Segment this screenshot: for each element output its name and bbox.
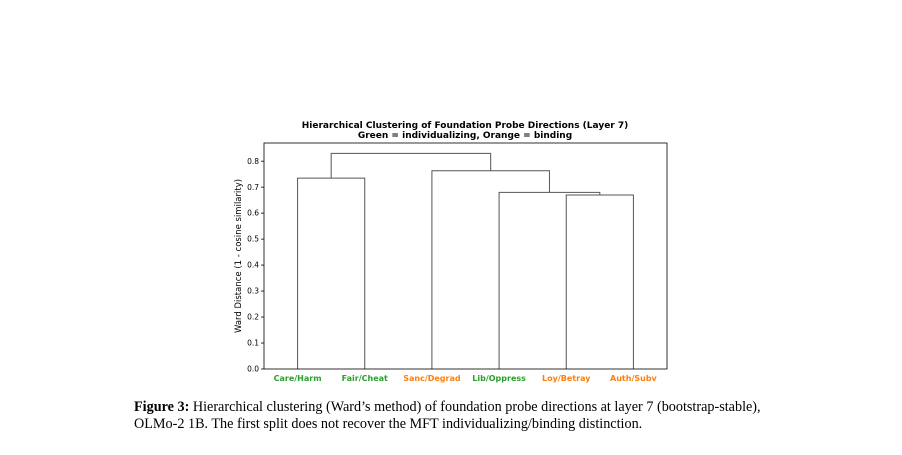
dendrogram-link: [431, 170, 550, 369]
chart-subtitle: Green = individualizing, Orange = bindin…: [358, 131, 572, 141]
dendrogram-link: [330, 152, 492, 179]
y-tick-label: 0.8: [247, 157, 259, 166]
dendrogram-link: [498, 191, 601, 369]
y-tick-label: 0.7: [247, 183, 259, 192]
y-axis: 0.0 0.1 0.2 0.3 0.4 0.5 0.6 0.7 0.8: [247, 157, 264, 374]
dendrogram-links: [297, 152, 634, 369]
y-tick-label: 0.5: [247, 235, 259, 244]
leaf-label: Lib/Oppress: [472, 374, 526, 383]
leaf-label: Sanc/Degrad: [403, 374, 461, 383]
y-tick-label: 0.1: [247, 339, 259, 348]
dendrogram-link: [565, 194, 634, 369]
leaf-label: Loy/Betray: [542, 374, 591, 383]
plot-area-frame: [263, 142, 668, 370]
dendrogram-link: [297, 177, 366, 369]
caption-label: Figure 3:: [134, 399, 190, 415]
y-axis-label: Ward Distance (1 - cosine similarity): [234, 179, 244, 333]
figure-caption: Figure 3: Hierarchical clustering (Ward’…: [134, 399, 794, 433]
y-tick-label: 0.6: [247, 209, 259, 218]
leaf-labels: Care/Harm Fair/Cheat Sanc/Degrad Lib/Oppres…: [274, 374, 658, 383]
y-tick-label: 0.2: [247, 313, 259, 322]
chart-title: Hierarchical Clustering of Foundation Pr…: [302, 121, 629, 131]
caption-text: Hierarchical clustering (Ward’s method) …: [134, 399, 761, 432]
dendrogram-chart: Hierarchical Clustering of Foundation Pr…: [234, 121, 668, 383]
leaf-label: Fair/Cheat: [342, 374, 388, 383]
y-tick-label: 0.0: [247, 365, 259, 374]
y-tick-label: 0.4: [247, 261, 259, 270]
leaf-label: Care/Harm: [274, 374, 322, 383]
leaf-label: Auth/Subv: [610, 374, 658, 383]
y-tick-label: 0.3: [247, 287, 259, 296]
